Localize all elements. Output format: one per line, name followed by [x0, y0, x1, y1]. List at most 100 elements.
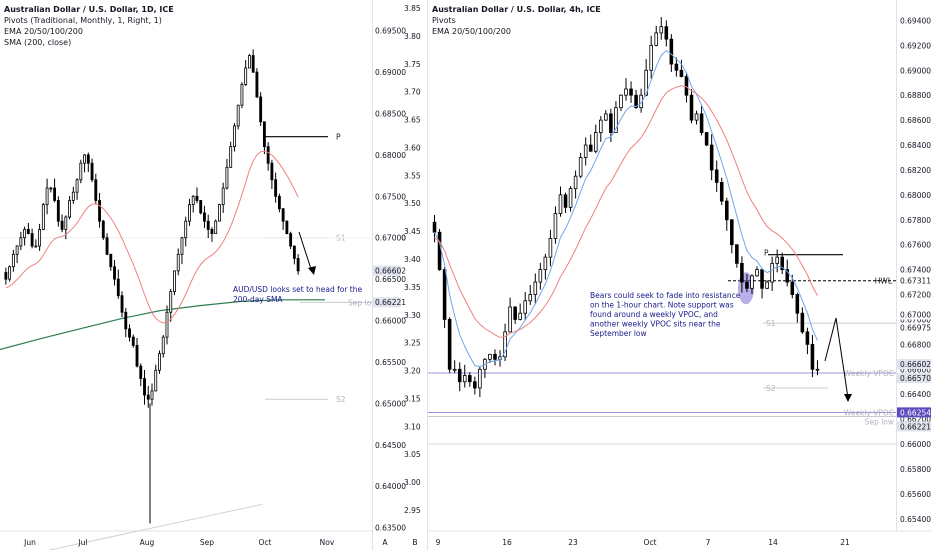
right-chart-legend: Australian Dollar / U.S. Dollar, 4h, ICE…: [432, 4, 601, 37]
candle-body: [634, 94, 638, 109]
candle-body: [614, 107, 618, 133]
right-chart-panel[interactable]: Weekly VPOC Weekly VPOC Sep low S1 S2 P HWL Bea…: [428, 0, 932, 550]
right-y-tick: 0.68600: [900, 116, 931, 125]
candle-body: [664, 26, 669, 40]
candle: [274, 172, 278, 203]
candle: [634, 89, 638, 109]
candle-body: [165, 311, 169, 338]
candle: [593, 124, 598, 154]
candle-body: [694, 113, 699, 121]
candle: [780, 252, 784, 275]
candle-body: [750, 275, 754, 289]
candle: [266, 142, 270, 171]
ema50-line: [434, 85, 818, 338]
right-candles: [432, 17, 820, 398]
left-x-label: Aug: [140, 538, 155, 547]
projection-arrow-line: [824, 317, 849, 399]
right-price-tag: [897, 373, 931, 384]
candle: [659, 17, 664, 40]
candle: [109, 253, 113, 271]
pivot-s2-label: S2: [336, 395, 346, 404]
left-y-tick: 0.66000: [375, 317, 406, 326]
candle-body: [289, 233, 293, 247]
candle: [86, 152, 90, 172]
candle: [199, 200, 203, 215]
sep-low-label: Sep low: [348, 298, 372, 307]
candle: [740, 256, 744, 293]
candle: [56, 196, 60, 227]
candle: [533, 273, 538, 304]
middle-y-tick: 3.75: [404, 60, 421, 69]
candle-body: [704, 132, 709, 146]
left-x-label: Oct: [259, 538, 272, 547]
candle: [730, 219, 734, 254]
candle-body: [221, 187, 225, 206]
middle-y-tick: 3.65: [404, 116, 421, 125]
candle: [206, 214, 210, 239]
candle-body: [19, 237, 23, 247]
right-price-tag-text: 0.66570: [900, 374, 931, 383]
candle-body: [79, 162, 83, 181]
candle: [232, 123, 236, 152]
candle: [289, 231, 293, 250]
candle-body: [173, 270, 176, 292]
candle: [173, 270, 176, 296]
right-price-tag-text: 0.66221: [900, 422, 931, 431]
candle-body: [568, 188, 573, 208]
candle-body: [442, 269, 447, 320]
candle: [795, 292, 800, 323]
candle: [79, 159, 83, 184]
candle-body: [593, 132, 598, 152]
candle: [573, 170, 578, 199]
candle-body: [191, 195, 195, 206]
candle-body: [128, 328, 131, 338]
candle-body: [75, 179, 79, 193]
candle: [101, 219, 105, 240]
candle: [240, 82, 244, 109]
right-y-tick: 0.67000: [900, 315, 931, 324]
scale-button-a: A: [382, 538, 388, 547]
middle-y-tick: 3.50: [404, 199, 421, 208]
candle: [251, 49, 255, 73]
left-chart-title: Australian Dollar / U.S. Dollar, 1D, ICE: [4, 5, 174, 14]
candle-body: [203, 212, 206, 222]
candle: [694, 110, 699, 125]
candle-body: [755, 269, 759, 277]
candle: [558, 186, 563, 217]
candle: [735, 244, 739, 268]
candle-body: [679, 69, 684, 77]
candle-body: [229, 146, 233, 168]
candle: [116, 269, 120, 299]
scale-button-b: B: [412, 538, 417, 547]
candle: [815, 360, 820, 376]
middle-y-tick: 3.20: [404, 367, 421, 376]
candle: [214, 219, 218, 234]
candle: [800, 307, 805, 334]
candle-body: [468, 375, 472, 383]
candle: [259, 92, 263, 126]
candle-body: [188, 204, 191, 222]
candle: [154, 364, 158, 392]
candle: [654, 25, 659, 47]
right-y-tick: 0.68400: [900, 141, 931, 150]
candle: [765, 280, 769, 290]
left-price-tag: [373, 232, 401, 243]
middle-y-tick: 3.25: [404, 339, 421, 348]
candle: [45, 178, 49, 215]
candle-body: [124, 311, 128, 330]
candle: [158, 350, 161, 374]
candle: [60, 214, 64, 233]
right-note-line: found around a weekly VPOC, and: [590, 310, 718, 319]
candle: [629, 81, 633, 103]
candle: [23, 226, 27, 246]
candle: [270, 159, 274, 190]
candle: [568, 186, 573, 212]
middle-price-axis[interactable]: 0.69500 0.69000 0.68500 0.68000 0.67500 0.670…: [372, 0, 428, 550]
candle-body: [654, 32, 659, 46]
right-price-tag: [897, 439, 931, 450]
candle-body: [169, 291, 173, 313]
middle-y-tick: 2.95: [404, 506, 421, 515]
